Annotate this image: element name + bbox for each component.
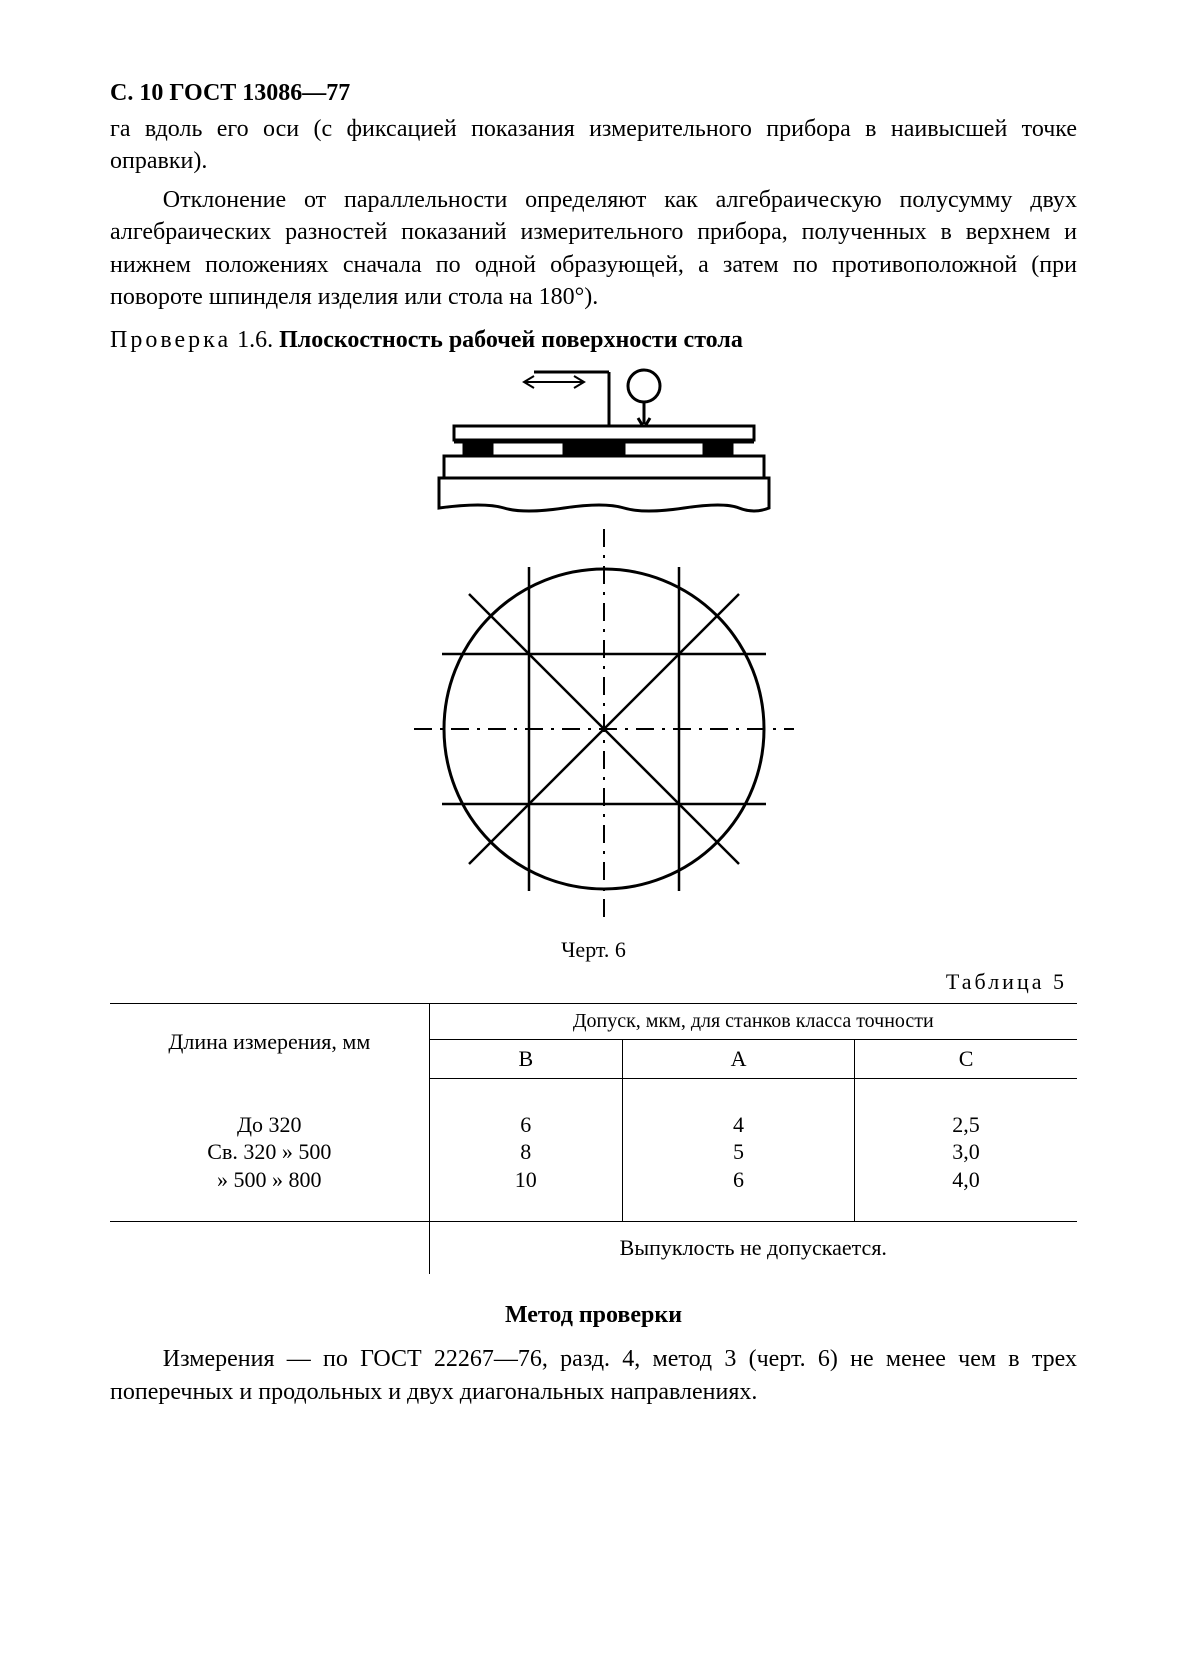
page: С. 10 ГОСТ 13086—77 га вдоль его оси (с … <box>0 0 1187 1679</box>
table-note: Выпуклость не допускается. <box>429 1222 1077 1275</box>
len-r2: Св. 320 » 500 <box>207 1139 331 1164</box>
b-r2: 8 <box>520 1139 531 1164</box>
check-number: 1.6. <box>231 327 279 353</box>
td-c: 2,5 3,0 4,0 <box>855 1105 1077 1200</box>
th-class-b: В <box>429 1040 622 1079</box>
method-title: Метод проверки <box>110 1302 1077 1329</box>
a-r3: 6 <box>733 1167 744 1192</box>
paragraph-2: Отклонение от параллельности определяют … <box>110 184 1077 314</box>
check-title: Плоскостность рабочей поверхности стола <box>279 327 743 353</box>
page-header: С. 10 ГОСТ 13086—77 <box>110 80 1077 107</box>
b-r3: 10 <box>515 1167 537 1192</box>
a-r2: 5 <box>733 1139 744 1164</box>
c-r2: 3,0 <box>952 1139 980 1164</box>
c-r3: 4,0 <box>952 1167 980 1192</box>
len-r3: » 500 » 800 <box>217 1167 322 1192</box>
figure-6-svg <box>384 364 804 924</box>
tolerance-table: Длина измерения, мм Допуск, мкм, для ста… <box>110 1003 1077 1274</box>
th-class-c: С <box>855 1040 1077 1079</box>
check-label: Проверка <box>110 327 231 353</box>
method-text: Измерения — по ГОСТ 22267—76, разд. 4, м… <box>110 1343 1077 1408</box>
th-span: Допуск, мкм, для станков класса точности <box>429 1004 1077 1040</box>
th-class-a: А <box>623 1040 855 1079</box>
check-heading: Проверка 1.6. Плоскостность рабочей пове… <box>110 327 1077 354</box>
td-a: 4 5 6 <box>623 1105 855 1200</box>
b-r1: 6 <box>520 1112 531 1137</box>
paragraph-1: га вдоль его оси (с фиксацией показания … <box>110 113 1077 178</box>
td-lengths: До 320 Св. 320 » 500 » 500 » 800 <box>110 1105 429 1200</box>
table-label: Таблица 5 <box>110 969 1067 995</box>
figure-caption: Черт. 6 <box>110 937 1077 963</box>
c-r1: 2,5 <box>952 1112 980 1137</box>
a-r1: 4 <box>733 1112 744 1137</box>
th-length: Длина измерения, мм <box>110 1004 429 1079</box>
figure-6 <box>110 364 1077 929</box>
len-r1: До 320 <box>237 1112 302 1137</box>
td-b: 6 8 10 <box>429 1105 622 1200</box>
